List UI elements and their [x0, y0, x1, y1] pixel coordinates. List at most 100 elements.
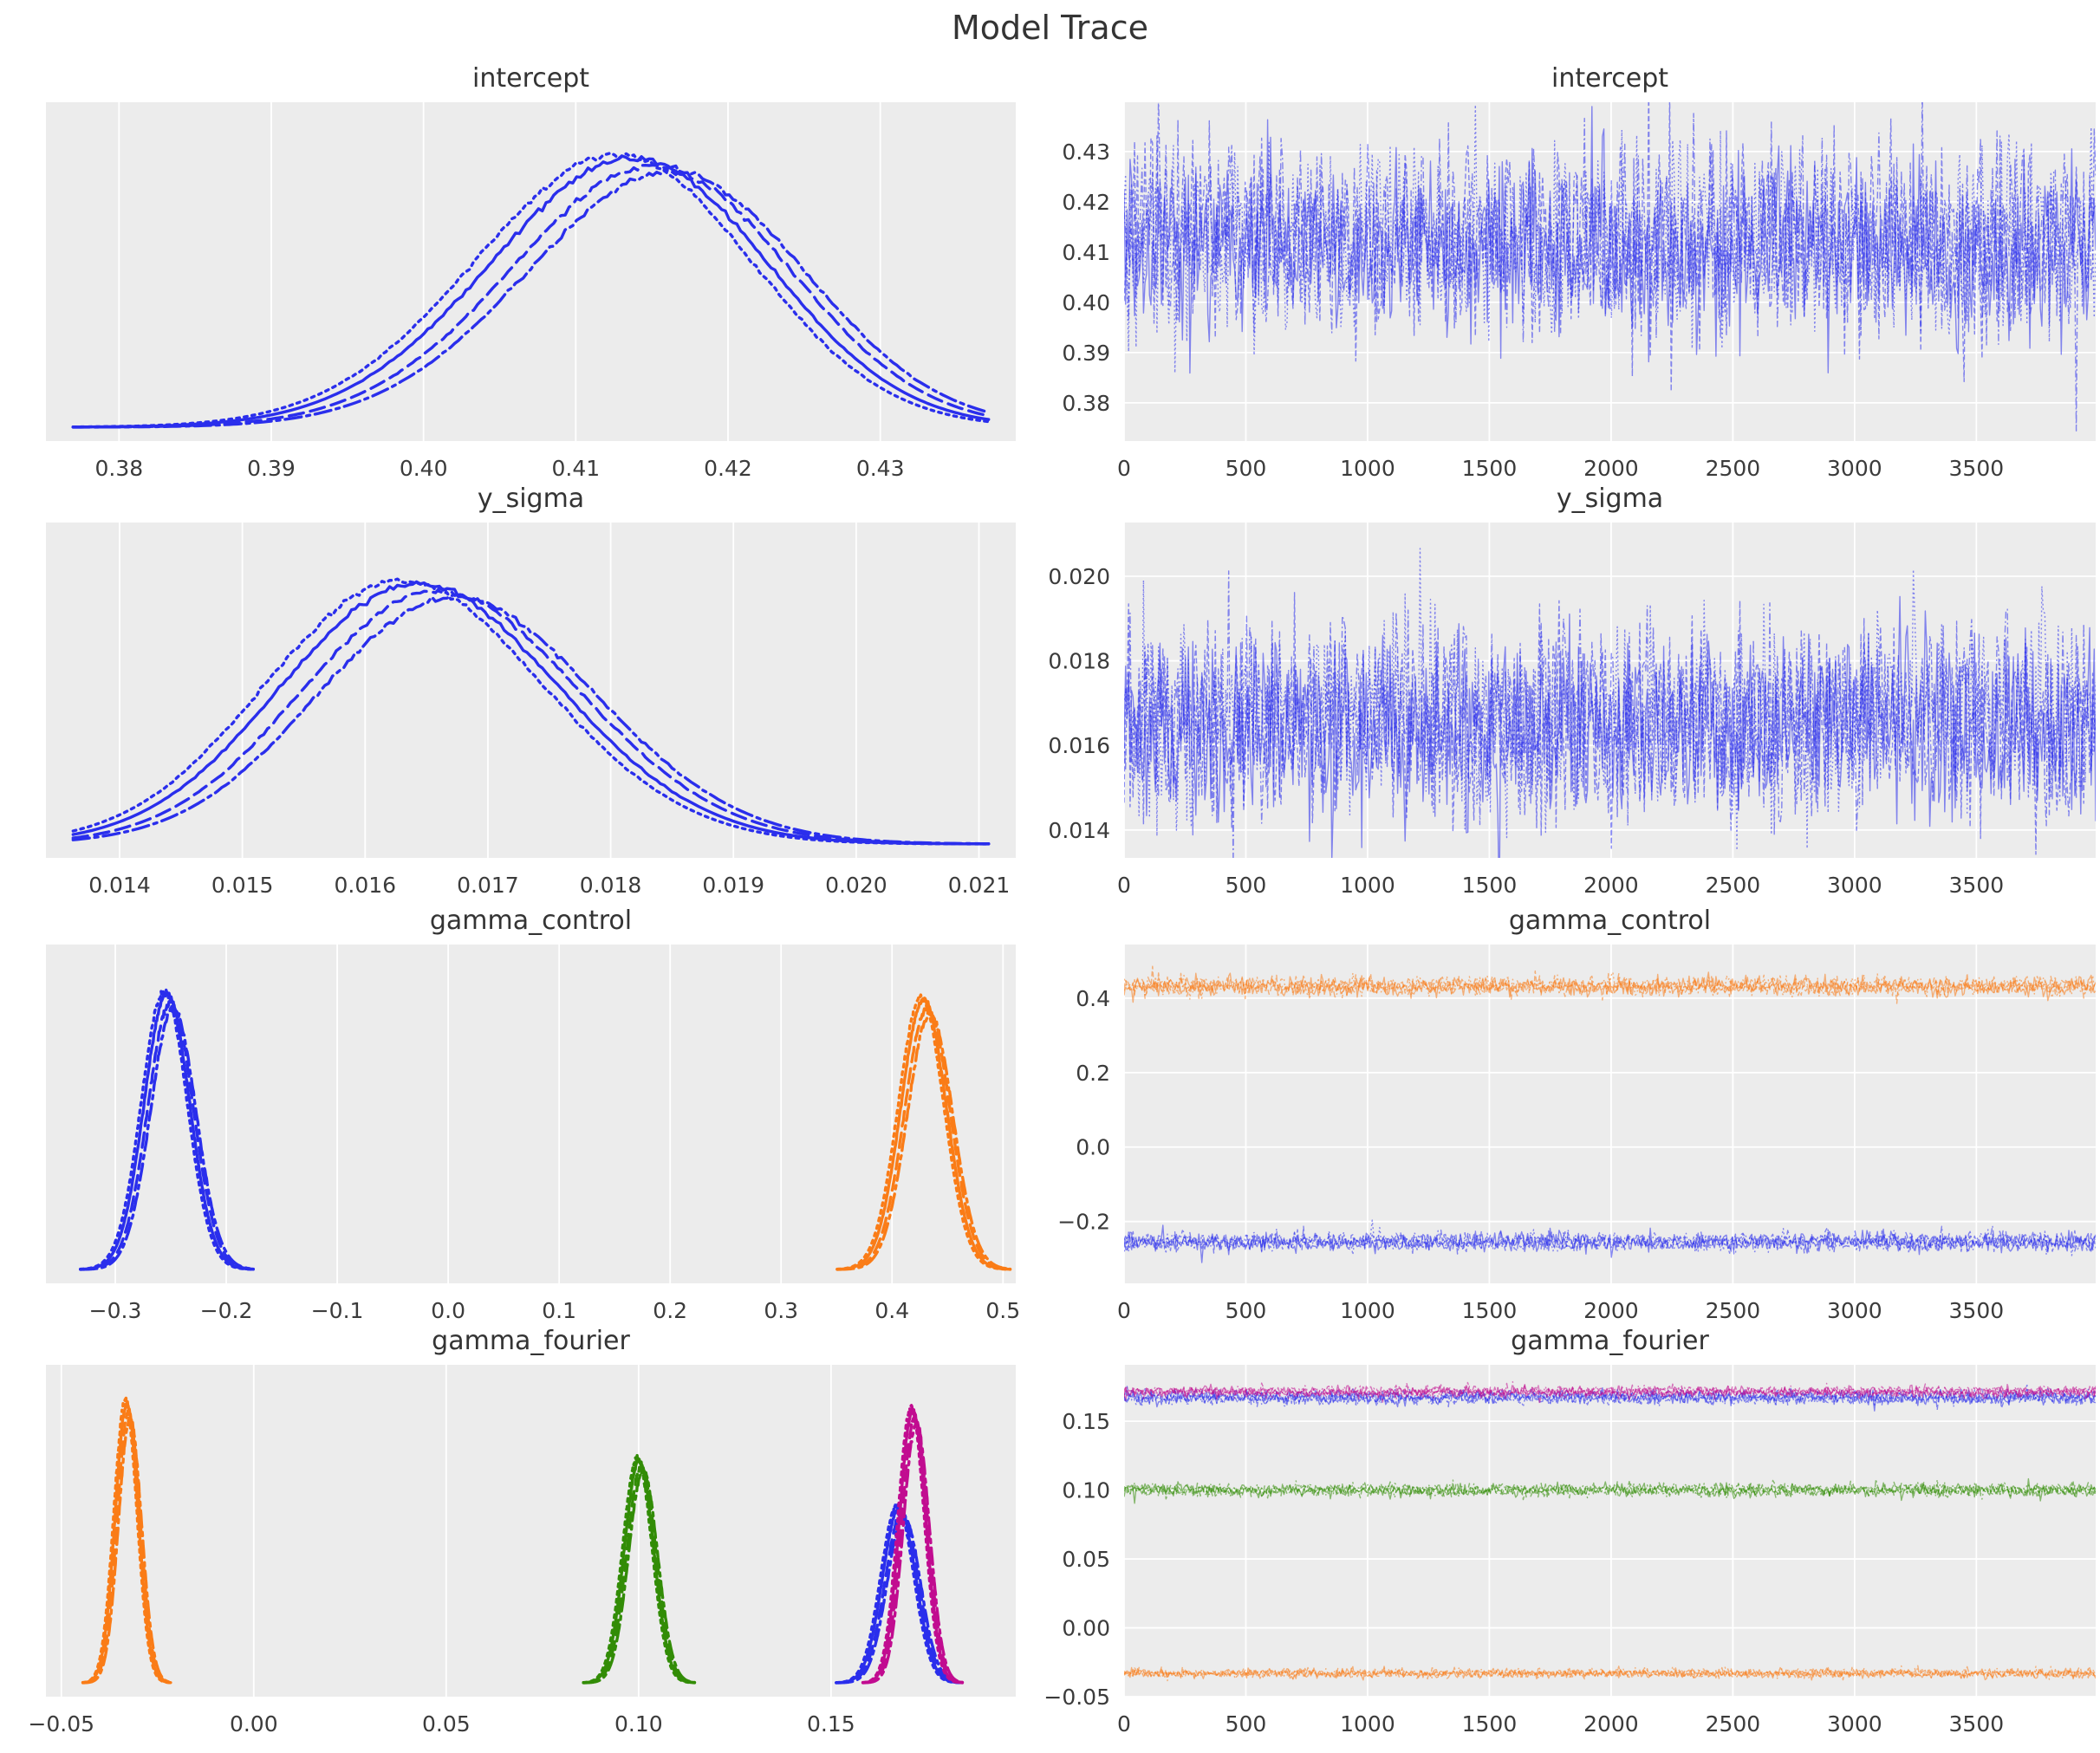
svg-text:0.38: 0.38 — [1062, 391, 1110, 416]
svg-text:1000: 1000 — [1340, 456, 1395, 481]
svg-text:2500: 2500 — [1706, 873, 1761, 898]
svg-text:−0.2: −0.2 — [200, 1298, 253, 1323]
svg-text:0.15: 0.15 — [1062, 1409, 1110, 1434]
subplot-title: gamma_control — [429, 906, 633, 936]
subplot-title: gamma_fourier — [432, 1326, 630, 1356]
kde-gamma-fourier-canvas: −0.05 0.00 0.05 0.10 0.15 — [28, 1365, 1016, 1737]
svg-text:0.020: 0.020 — [1048, 564, 1110, 589]
svg-text:0.014: 0.014 — [1048, 818, 1110, 843]
svg-text:3000: 3000 — [1827, 1711, 1882, 1737]
svg-text:1500: 1500 — [1462, 1298, 1518, 1323]
svg-text:500: 500 — [1226, 873, 1267, 898]
subplot-gamma-control-trace: gamma_control 0 500 1000 1500 2000 2500 3000 35… — [1057, 906, 2096, 1323]
svg-text:2500: 2500 — [1706, 1298, 1761, 1323]
svg-text:3500: 3500 — [1949, 456, 2005, 481]
svg-text:0.39: 0.39 — [247, 456, 296, 481]
svg-text:0.020: 0.020 — [825, 873, 887, 898]
svg-text:3500: 3500 — [1949, 873, 2005, 898]
svg-text:−0.1: −0.1 — [311, 1298, 364, 1323]
svg-text:0.018: 0.018 — [1048, 649, 1110, 674]
svg-text:0: 0 — [1117, 456, 1131, 481]
svg-text:3500: 3500 — [1949, 1711, 2005, 1737]
svg-text:0.05: 0.05 — [422, 1711, 471, 1737]
kde-intercept-canvas: 0.38 0.39 0.40 0.41 0.42 0.43 — [46, 102, 1016, 481]
svg-text:0.40: 0.40 — [1062, 290, 1110, 315]
svg-text:2000: 2000 — [1583, 1298, 1639, 1323]
figure-title: Model Trace — [952, 9, 1148, 47]
svg-text:0.5: 0.5 — [985, 1298, 1020, 1323]
svg-text:1500: 1500 — [1462, 1711, 1518, 1737]
svg-text:0.019: 0.019 — [702, 873, 764, 898]
svg-text:1000: 1000 — [1340, 873, 1395, 898]
svg-text:−0.05: −0.05 — [28, 1711, 94, 1737]
svg-text:0.021: 0.021 — [948, 873, 1011, 898]
trace-gamma-fourier-canvas: 0 500 1000 1500 2000 2500 3000 3500 −0.05 0.00 0.0… — [1043, 1365, 2096, 1737]
svg-text:0: 0 — [1117, 873, 1131, 898]
subplot-y-sigma-kde: y_sigma 0.014 0.015 0.016 0.017 0.018 0.019 0.… — [46, 484, 1016, 898]
kde-gamma-control-canvas: −0.3 −0.2 −0.1 0.0 0.1 0.2 0.3 0.4 0.5 — [46, 945, 1020, 1323]
svg-text:0.4: 0.4 — [874, 1298, 909, 1323]
svg-text:0.00: 0.00 — [230, 1711, 278, 1737]
svg-text:1000: 1000 — [1340, 1298, 1395, 1323]
svg-text:3500: 3500 — [1949, 1298, 2005, 1323]
svg-text:−0.3: −0.3 — [89, 1298, 142, 1323]
subplot-intercept-kde: intercept 0.38 0.39 0.40 0.41 0.42 0.43 — [46, 63, 1016, 481]
svg-text:0.43: 0.43 — [856, 456, 905, 481]
trace-gamma-control-canvas: 0 500 1000 1500 2000 2500 3000 3500 −0.2 0.0 0.2 0.… — [1057, 945, 2096, 1323]
svg-text:0.40: 0.40 — [400, 456, 448, 481]
trace-y-sigma-canvas: 0 500 1000 1500 2000 2500 3000 3500 0.014 0.016 0.… — [1048, 523, 2096, 898]
subplot-gamma-fourier-kde: gamma_fourier −0.05 0.00 0.05 0.10 0.15 — [28, 1326, 1016, 1737]
svg-text:0.2: 0.2 — [653, 1298, 687, 1323]
svg-text:0: 0 — [1117, 1298, 1131, 1323]
svg-text:0.42: 0.42 — [1062, 190, 1110, 215]
subplot-title: y_sigma — [1556, 484, 1664, 514]
svg-text:0.05: 0.05 — [1062, 1547, 1110, 1572]
svg-text:0.2: 0.2 — [1076, 1061, 1110, 1086]
svg-text:0.014: 0.014 — [88, 873, 151, 898]
svg-text:1000: 1000 — [1340, 1711, 1395, 1737]
svg-text:500: 500 — [1226, 1711, 1267, 1737]
subplot-intercept-trace: intercept 0 500 1000 1500 2000 2500 3000 3500 0.… — [1062, 63, 2096, 481]
svg-text:2000: 2000 — [1583, 456, 1639, 481]
svg-text:0.0: 0.0 — [1076, 1135, 1110, 1160]
svg-text:0.00: 0.00 — [1062, 1616, 1110, 1641]
svg-text:0.1: 0.1 — [542, 1298, 576, 1323]
subplot-y-sigma-trace: y_sigma 0 500 1000 1500 2000 2500 3000 3500 0.01… — [1048, 484, 2096, 898]
trace-intercept-canvas: 0 500 1000 1500 2000 2500 3000 3500 0.38 0.39 0.40… — [1062, 102, 2096, 481]
svg-text:0.43: 0.43 — [1062, 140, 1110, 165]
svg-text:0.017: 0.017 — [457, 873, 519, 898]
svg-text:0.38: 0.38 — [94, 456, 143, 481]
svg-text:0.41: 0.41 — [551, 456, 600, 481]
svg-text:−0.2: −0.2 — [1057, 1210, 1110, 1235]
svg-text:2000: 2000 — [1583, 873, 1639, 898]
svg-text:0.42: 0.42 — [704, 456, 752, 481]
svg-text:0.016: 0.016 — [334, 873, 396, 898]
svg-text:0.39: 0.39 — [1062, 341, 1110, 366]
svg-text:0.41: 0.41 — [1062, 240, 1110, 265]
subplot-title: y_sigma — [477, 484, 585, 514]
svg-text:0: 0 — [1117, 1711, 1131, 1737]
subplot-title: intercept — [472, 63, 589, 94]
svg-text:500: 500 — [1226, 1298, 1267, 1323]
svg-text:500: 500 — [1226, 456, 1267, 481]
svg-text:0.0: 0.0 — [431, 1298, 465, 1323]
subplot-gamma-fourier-trace: gamma_fourier 0 500 1000 1500 2000 2500 3000 35… — [1043, 1326, 2096, 1737]
svg-text:1500: 1500 — [1462, 456, 1518, 481]
subplot-gamma-control-kde: gamma_control −0.3 −0.2 −0.1 0.0 0.1 0.2 0.3 0.… — [46, 906, 1020, 1323]
svg-text:0.4: 0.4 — [1076, 986, 1110, 1011]
svg-text:1500: 1500 — [1462, 873, 1518, 898]
svg-text:0.015: 0.015 — [211, 873, 274, 898]
svg-text:0.018: 0.018 — [580, 873, 642, 898]
svg-text:0.10: 0.10 — [1062, 1478, 1110, 1503]
kde-y-sigma-canvas: 0.014 0.015 0.016 0.017 0.018 0.019 0.020 0.021 — [46, 523, 1016, 898]
svg-text:2500: 2500 — [1706, 1711, 1761, 1737]
subplot-title: gamma_fourier — [1511, 1326, 1709, 1356]
svg-text:3000: 3000 — [1827, 456, 1882, 481]
svg-text:0.016: 0.016 — [1048, 733, 1110, 758]
svg-text:2000: 2000 — [1583, 1711, 1639, 1737]
svg-text:−0.05: −0.05 — [1043, 1685, 1110, 1710]
svg-text:3000: 3000 — [1827, 1298, 1882, 1323]
svg-text:0.10: 0.10 — [614, 1711, 663, 1737]
svg-text:2500: 2500 — [1706, 456, 1761, 481]
